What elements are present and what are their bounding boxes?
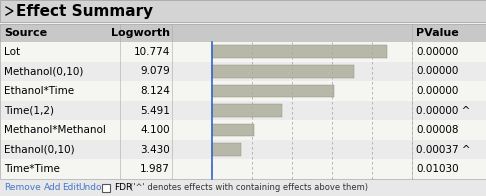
Text: Undo: Undo [78,183,102,192]
Bar [0,0,486,22]
Bar [0,140,486,159]
Text: Ethanol(0,10): Ethanol(0,10) [4,145,75,155]
Text: 3.430: 3.430 [140,145,170,155]
Text: ('^' denotes effects with containing effects above them): ('^' denotes effects with containing eff… [130,183,368,192]
Text: Effect Summary: Effect Summary [16,4,153,18]
Bar [0,180,486,196]
Bar [0,159,486,179]
Bar [212,124,254,136]
Text: Logworth: Logworth [111,28,170,38]
Bar [212,104,282,117]
Text: Add: Add [44,183,62,192]
Bar [0,120,486,140]
Bar [0,62,486,81]
Bar [102,184,110,192]
Text: 0.00000: 0.00000 [416,66,458,76]
Text: Edit: Edit [62,183,80,192]
Bar [0,24,486,179]
Bar [212,45,387,58]
Bar [0,81,486,101]
Text: 0.00008: 0.00008 [416,125,458,135]
Bar [212,143,241,156]
Text: Methanol(0,10): Methanol(0,10) [4,66,84,76]
Text: 0.00000: 0.00000 [416,86,458,96]
Text: 4.100: 4.100 [140,125,170,135]
Text: 8.124: 8.124 [140,86,170,96]
Bar [212,65,354,78]
Bar [0,42,486,62]
Text: Methanol*Methanol: Methanol*Methanol [4,125,106,135]
Text: Time*Time: Time*Time [4,164,60,174]
Bar [0,24,486,42]
Text: Source: Source [4,28,47,38]
Text: 9.079: 9.079 [140,66,170,76]
Text: PValue: PValue [416,28,459,38]
Text: Lot: Lot [4,47,20,57]
Text: 0.00037 ^: 0.00037 ^ [416,145,470,155]
Text: 1.987: 1.987 [140,164,170,174]
Bar [212,84,334,97]
Text: Time(1,2): Time(1,2) [4,105,54,115]
Text: FDR: FDR [114,183,132,192]
Bar [0,101,486,120]
Text: Ethanol*Time: Ethanol*Time [4,86,74,96]
Text: Remove: Remove [4,183,41,192]
Text: 10.774: 10.774 [134,47,170,57]
Text: 0.00000 ^: 0.00000 ^ [416,105,470,115]
Text: 5.491: 5.491 [140,105,170,115]
Text: 0.01030: 0.01030 [416,164,459,174]
Text: 0.00000: 0.00000 [416,47,458,57]
